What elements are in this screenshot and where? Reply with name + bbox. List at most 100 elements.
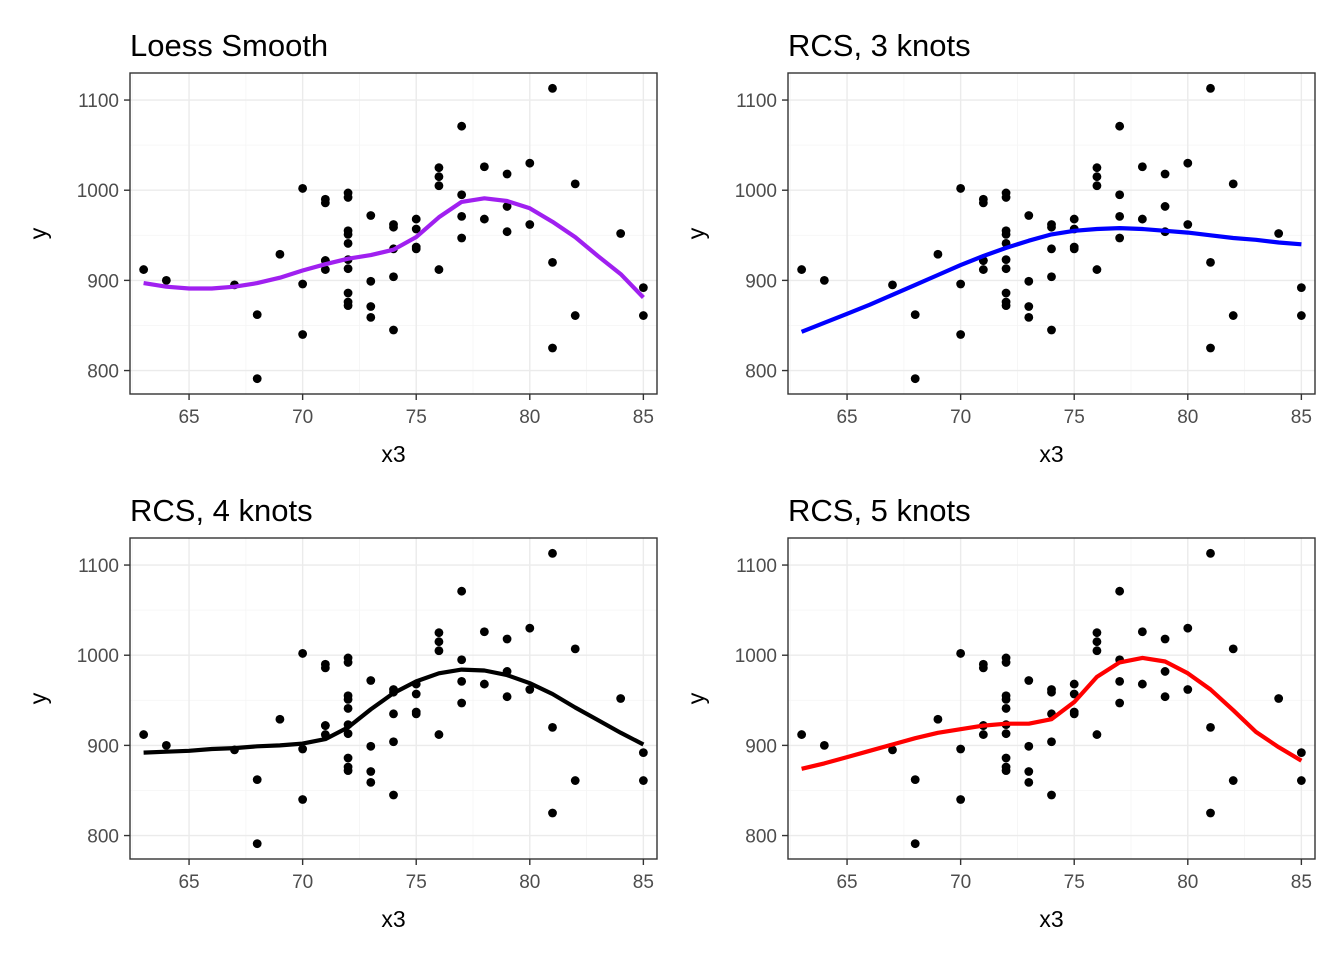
data-point — [389, 790, 398, 800]
x-tick-label: 80 — [1177, 872, 1198, 893]
data-point — [548, 343, 557, 353]
data-point — [502, 692, 512, 702]
y-tick-label: 1000 — [77, 646, 119, 667]
data-point — [434, 637, 444, 647]
data-point — [252, 310, 262, 320]
data-point — [502, 202, 512, 211]
y-tick-label: 1100 — [736, 91, 777, 112]
y-tick-label: 1100 — [736, 556, 777, 577]
x-tick-label: 65 — [178, 407, 199, 428]
data-point — [1024, 211, 1034, 220]
data-point — [366, 767, 376, 776]
data-point — [638, 776, 648, 785]
data-point — [298, 279, 308, 289]
data-point — [570, 311, 580, 320]
data-point — [502, 169, 512, 179]
data-point — [1206, 83, 1215, 93]
data-point — [479, 214, 489, 224]
data-point — [1069, 709, 1079, 719]
data-point — [525, 685, 535, 694]
data-point — [275, 249, 285, 259]
data-point — [548, 722, 557, 732]
y-tick-label: 900 — [745, 271, 777, 292]
y-tick-label: 1000 — [77, 181, 119, 202]
x-tick-label: 70 — [292, 872, 313, 893]
data-point — [1183, 158, 1193, 168]
data-point — [434, 265, 444, 274]
data-point — [1296, 311, 1306, 320]
data-point — [434, 172, 444, 182]
data-point — [888, 280, 897, 290]
data-point — [525, 623, 535, 633]
data-point — [1115, 233, 1125, 243]
data-point — [434, 730, 444, 739]
data-point — [434, 646, 444, 656]
data-point — [933, 714, 943, 724]
data-point — [1160, 692, 1170, 702]
data-point — [1206, 257, 1215, 267]
data-point — [1001, 193, 1011, 202]
data-point — [366, 777, 376, 787]
data-point — [1024, 276, 1034, 286]
data-point — [343, 193, 353, 202]
y-axis-title: y — [683, 227, 709, 239]
data-point — [479, 162, 489, 172]
data-point — [411, 689, 421, 699]
data-point — [1228, 644, 1238, 654]
data-point — [1047, 272, 1056, 282]
data-point — [298, 795, 308, 804]
data-point — [1137, 162, 1147, 172]
data-point — [1115, 190, 1125, 200]
data-point — [548, 548, 557, 558]
data-point — [411, 244, 421, 254]
data-point — [956, 184, 966, 193]
data-point — [343, 301, 353, 311]
data-point — [1137, 679, 1147, 689]
data-point — [525, 158, 535, 168]
panel-title: RCS, 3 knots — [788, 28, 971, 63]
data-point — [1047, 222, 1056, 232]
data-point — [1183, 623, 1193, 633]
data-point — [1069, 244, 1079, 254]
data-point — [525, 220, 535, 229]
data-point — [1206, 548, 1215, 558]
x-tick-label: 65 — [836, 872, 857, 893]
data-point — [1001, 230, 1011, 239]
data-point — [1001, 766, 1011, 776]
data-point — [366, 741, 376, 751]
x-tick-label: 75 — [406, 872, 427, 893]
data-point — [502, 227, 512, 237]
data-point — [479, 679, 489, 689]
data-point — [1160, 202, 1170, 211]
data-point — [389, 272, 398, 282]
data-point — [252, 775, 262, 785]
data-point — [1092, 265, 1102, 274]
data-point — [457, 211, 467, 221]
panel-border — [129, 537, 658, 860]
data-point — [366, 312, 376, 322]
data-point — [343, 766, 353, 776]
data-point — [139, 265, 149, 274]
data-point — [1206, 343, 1215, 353]
data-point — [343, 239, 353, 248]
data-point — [1024, 741, 1034, 751]
data-point — [1001, 264, 1011, 274]
data-point — [1160, 634, 1170, 644]
data-point — [1047, 790, 1056, 800]
data-point — [1115, 676, 1125, 686]
data-point — [570, 179, 580, 189]
data-point — [978, 265, 988, 274]
data-point — [910, 310, 920, 320]
x-tick-label: 80 — [1177, 407, 1198, 428]
data-point — [616, 694, 626, 703]
x-axis-title: x3 — [1039, 906, 1063, 932]
data-point — [910, 775, 920, 785]
y-tick-label: 900 — [87, 271, 119, 292]
data-point — [638, 283, 648, 293]
data-point — [1160, 667, 1170, 676]
x-tick-label: 85 — [633, 872, 654, 893]
x-axis-title: x3 — [1039, 441, 1063, 467]
data-point — [1092, 172, 1102, 182]
y-axis-title: y — [25, 227, 51, 239]
data-point — [1115, 698, 1125, 708]
